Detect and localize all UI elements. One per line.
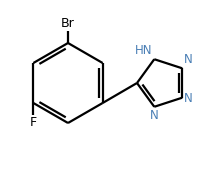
Text: HN: HN — [135, 44, 152, 57]
Text: N: N — [150, 109, 159, 122]
Text: N: N — [184, 92, 193, 105]
Text: N: N — [184, 53, 193, 66]
Text: F: F — [30, 116, 37, 129]
Text: Br: Br — [61, 17, 75, 30]
